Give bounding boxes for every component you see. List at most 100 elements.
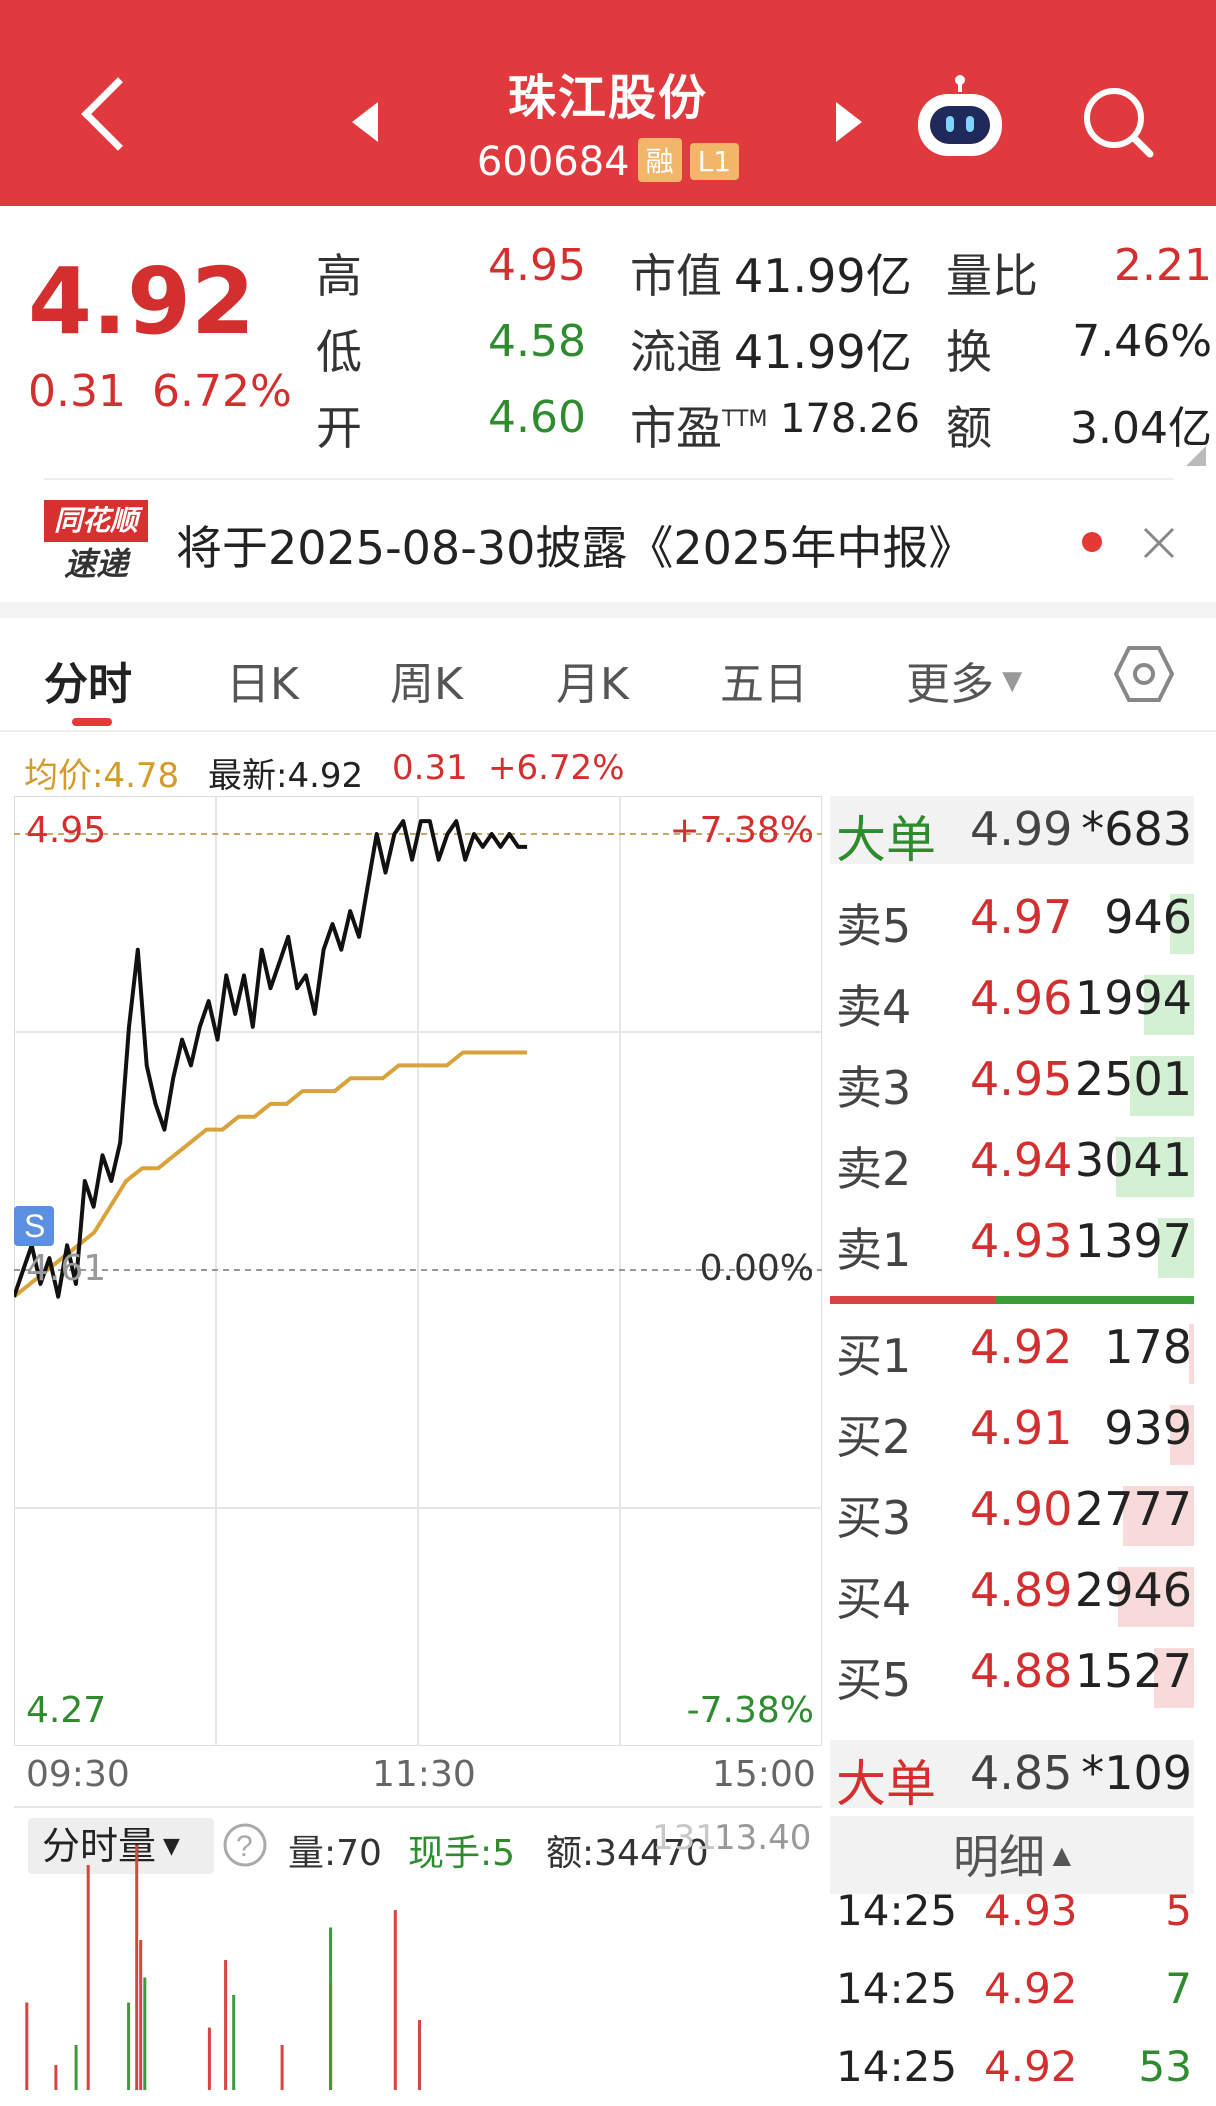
prev-stock-icon[interactable] bbox=[352, 102, 378, 142]
header-bar: 珠江股份 600684 融 L1 bbox=[0, 0, 1216, 206]
volume-bar bbox=[224, 1960, 228, 2090]
ask-price: 4.94 bbox=[970, 1133, 1073, 1187]
big-sell-label: 大单 bbox=[836, 811, 936, 869]
bid-level-label: 买3 bbox=[836, 1491, 912, 1545]
bid-volume-bar bbox=[1118, 1567, 1194, 1627]
pe-label: 市盈TTM bbox=[630, 401, 768, 455]
volume-max-value: 13.40 bbox=[714, 1818, 812, 1858]
high-value: 4.95 bbox=[488, 240, 586, 291]
s-marker bbox=[14, 1206, 54, 1246]
volume-bar bbox=[25, 2002, 29, 2090]
ask-level-label: 卖2 bbox=[836, 1142, 912, 1196]
ask-price: 4.96 bbox=[970, 971, 1073, 1025]
y-bottom-price: 4.27 bbox=[26, 1690, 107, 1731]
tab-daily-k[interactable]: 日K bbox=[226, 659, 299, 710]
open-value: 4.60 bbox=[488, 392, 586, 443]
volume-bg-prefix: 131 bbox=[652, 1818, 717, 1858]
close-icon[interactable] bbox=[1142, 526, 1176, 560]
volume-amount: 额:34470 bbox=[546, 1833, 709, 1874]
avg-price-label: 均价:4.78 bbox=[24, 756, 180, 796]
y-mid-price: 4.61 bbox=[26, 1248, 107, 1289]
tab-five-day[interactable]: 五日 bbox=[720, 659, 808, 710]
volume-bar bbox=[86, 1865, 90, 2090]
ask-volume: 3041 bbox=[1074, 1133, 1192, 1187]
ask-volume-bar bbox=[1143, 975, 1194, 1035]
y-top-pct: +7.38% bbox=[669, 810, 814, 851]
open-label: 开 bbox=[316, 401, 362, 455]
bid-volume: 178 bbox=[1104, 1320, 1192, 1374]
float-value: 41.99亿 bbox=[734, 325, 912, 379]
volume-bar bbox=[54, 2065, 58, 2090]
volume-bar bbox=[127, 2002, 131, 2090]
next-stock-icon[interactable] bbox=[836, 102, 862, 142]
bid-level-label: 买5 bbox=[836, 1653, 912, 1707]
bid-level-label: 买2 bbox=[836, 1410, 912, 1464]
x-tick-open: 09:30 bbox=[26, 1754, 130, 1795]
bid-price: 4.91 bbox=[970, 1401, 1073, 1455]
margin-badge: 融 bbox=[637, 138, 682, 182]
notice-bar[interactable]: 同花顺 速递 将于2025-08-30披露《2025年中报》 bbox=[0, 482, 1216, 602]
ask-level-label: 卖4 bbox=[836, 980, 912, 1034]
volume-bar bbox=[135, 1845, 139, 2090]
volume-bar bbox=[74, 2045, 78, 2090]
volume-ratio-label: 量比 bbox=[946, 249, 1038, 303]
y-mid-pct: 0.00% bbox=[699, 1248, 814, 1289]
divider bbox=[0, 730, 1216, 732]
big-buy-price: 4.85 bbox=[970, 1746, 1073, 1800]
search-icon[interactable] bbox=[1080, 84, 1156, 160]
tick-time: 14:25 bbox=[836, 1886, 958, 1935]
big-buy-label: 大单 bbox=[836, 1755, 936, 1813]
detail-toggle[interactable]: 明细 ▲ bbox=[830, 1816, 1194, 1894]
bid-volume: 2777 bbox=[1074, 1482, 1192, 1536]
settings-icon[interactable] bbox=[1114, 644, 1174, 704]
bid-volume-bar bbox=[1154, 1648, 1194, 1708]
ask-volume: 2501 bbox=[1074, 1052, 1192, 1106]
ask-volume-bar bbox=[1158, 1218, 1194, 1278]
tick-volume: 5 bbox=[1165, 1886, 1192, 1935]
divider bbox=[44, 478, 1174, 480]
tab-weekly-k[interactable]: 周K bbox=[390, 659, 463, 710]
tab-more[interactable]: 更多 ▼ bbox=[906, 659, 1023, 710]
active-tab-indicator bbox=[72, 718, 112, 726]
expand-corner-icon[interactable] bbox=[1186, 446, 1206, 466]
price-change: 0.31 bbox=[28, 366, 126, 417]
tab-intraday[interactable]: 分时 bbox=[44, 659, 132, 710]
unread-dot bbox=[1082, 532, 1102, 552]
bid-price: 4.90 bbox=[970, 1482, 1073, 1536]
amount-value: 3.04亿 bbox=[1070, 403, 1212, 454]
volume-ratio-value: 2.21 bbox=[1114, 240, 1212, 291]
robot-assistant-icon[interactable] bbox=[912, 74, 1008, 164]
tick-time: 14:25 bbox=[836, 2042, 958, 2091]
big-sell-row bbox=[830, 796, 1194, 864]
volume-bar bbox=[393, 1910, 397, 2090]
ask-price: 4.97 bbox=[970, 890, 1073, 944]
ask-volume: 1994 bbox=[1074, 971, 1192, 1025]
help-icon[interactable]: ? bbox=[222, 1822, 268, 1868]
bid-price: 4.88 bbox=[970, 1644, 1073, 1698]
big-buy-volume: *109 bbox=[1081, 1746, 1192, 1800]
volume-bar bbox=[418, 2020, 421, 2090]
ths-logo: 同花顺 速递 bbox=[44, 500, 148, 584]
chart-change: 0.31 bbox=[392, 748, 468, 788]
bid-volume-bar bbox=[1170, 1405, 1194, 1465]
big-sell-volume: *683 bbox=[1081, 802, 1192, 856]
price-change-pct: 6.72% bbox=[152, 366, 292, 417]
tick-volume: 7 bbox=[1165, 1964, 1192, 2013]
y-bottom-pct: -7.38% bbox=[686, 1690, 814, 1731]
tick-price: 4.93 bbox=[984, 1886, 1078, 1935]
float-label: 流通 bbox=[630, 325, 722, 379]
volume-bar bbox=[207, 2027, 211, 2090]
big-sell-price: 4.99 bbox=[970, 802, 1073, 856]
ask-volume-bar bbox=[1116, 1137, 1194, 1197]
x-tick-midday: 11:30 bbox=[372, 1754, 476, 1795]
intraday-chart[interactable]: S bbox=[14, 796, 822, 1746]
volume-hand: 现手:5 bbox=[408, 1833, 516, 1874]
bid-volume: 939 bbox=[1104, 1401, 1192, 1455]
volume-bar bbox=[139, 1940, 143, 2090]
mcap-value: 41.99亿 bbox=[734, 249, 912, 303]
notice-text: 将于2025-08-30披露《2025年中报》 bbox=[176, 521, 975, 575]
ask-volume-bar bbox=[1170, 894, 1194, 954]
svg-text:?: ? bbox=[236, 1830, 253, 1863]
high-label: 高 bbox=[316, 249, 362, 303]
tab-monthly-k[interactable]: 月K bbox=[556, 659, 629, 710]
